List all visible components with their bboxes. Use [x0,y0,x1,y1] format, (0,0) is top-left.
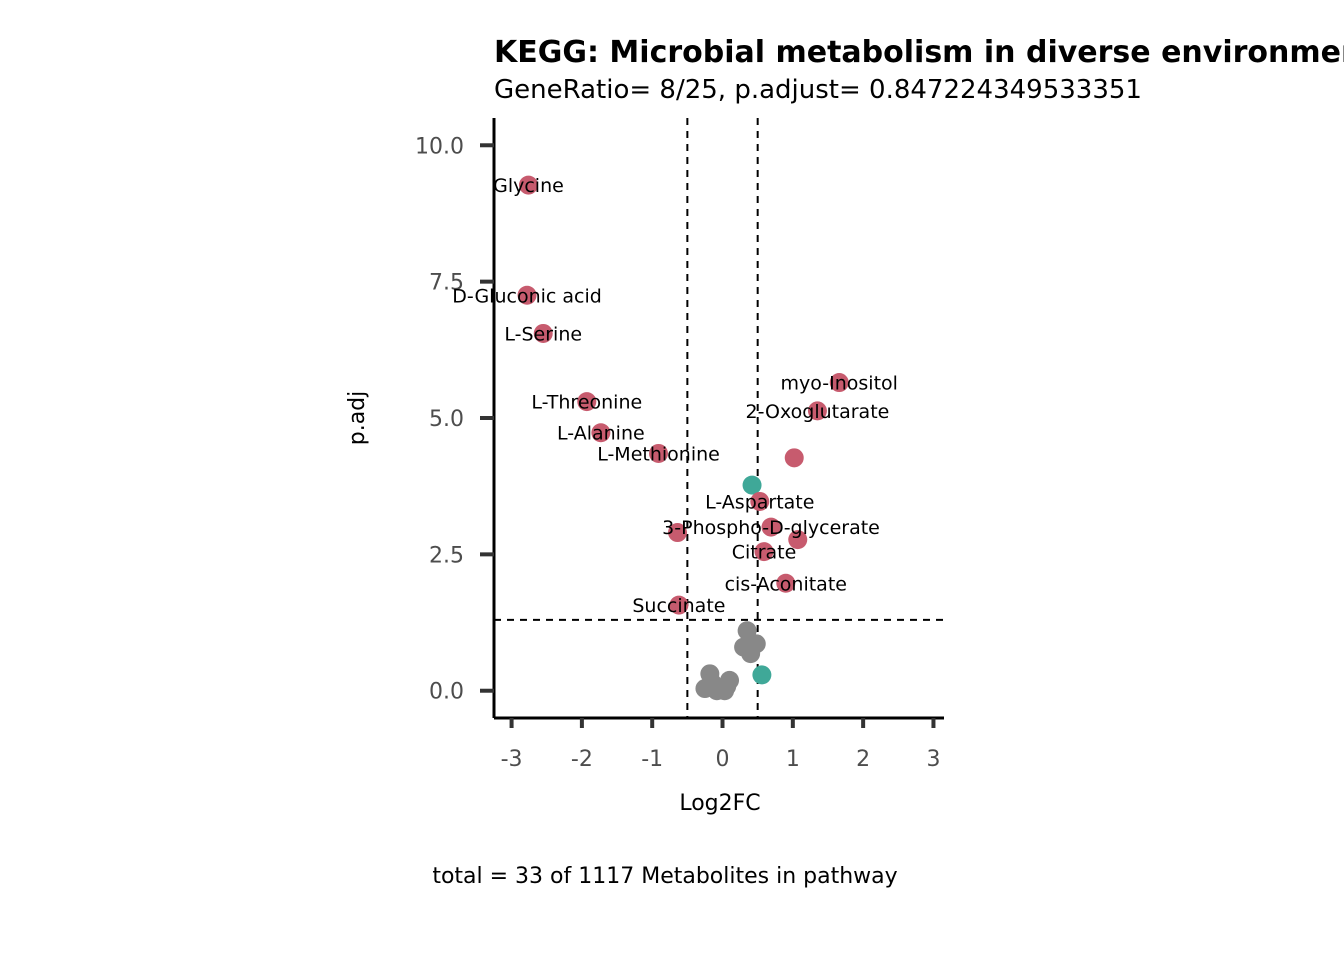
point-label: L-Methionine [597,443,720,465]
data-point [518,175,538,195]
caption: total = 33 of 1117 Metabolites in pathwa… [432,864,897,889]
point-labels: Glycine D-Gluconic acid L-Serine L-Threonin… [452,175,898,617]
point-label: 3-Phospho-D-glycerate [662,517,880,539]
point-label: L-Aspartate [705,491,814,513]
point-label: Citrate [732,542,797,564]
data-point [788,530,808,550]
chart-title: KEGG: Microbial metabolism in diverse en… [494,35,1344,70]
data-point [717,676,737,696]
data-point [668,523,688,543]
data-point [669,595,689,615]
data-points [517,175,849,701]
point-label: L-Serine [504,323,582,345]
data-point [533,323,553,343]
axes: -3 -2 -1 0 1 2 3 0.0 2.5 5.0 7.5 10.0 [415,118,944,772]
point-label: myo-Inositol [781,373,898,395]
point-label: L-Threonine [531,392,642,414]
data-point [807,401,827,421]
data-point [517,285,537,305]
data-point [784,448,804,468]
data-point [741,644,761,664]
x-tick-label: -3 [501,747,523,772]
data-point [591,423,611,443]
y-tick-label: 10.0 [415,134,464,159]
x-tick-label: 0 [716,747,730,772]
x-tick-label: 3 [926,747,940,772]
y-tick-label: 5.0 [429,407,464,432]
threshold-lines [494,118,944,718]
x-tick-label: 1 [786,747,800,772]
point-label: Succinate [632,595,725,617]
y-tick-label: 7.5 [429,271,464,296]
x-tick-label: 2 [856,747,870,772]
data-point [752,665,772,685]
data-point [649,443,669,463]
data-point [702,673,722,693]
data-point [577,392,597,412]
y-tick-label: 2.5 [429,543,464,568]
data-point [750,491,770,511]
point-label: D-Gluconic acid [452,285,602,307]
x-axis-title: Log2FC [679,791,760,816]
point-label: Glycine [493,175,564,197]
data-point [754,542,774,562]
x-tick-label: -2 [571,747,593,772]
data-point [761,517,781,537]
point-label: cis-Aconitate [725,573,847,595]
y-tick-label: 0.0 [429,680,464,705]
point-label: 2-Oxoglutarate [746,401,890,423]
y-axis-title: p.adj [345,391,370,446]
data-point [742,475,762,495]
data-point [776,573,796,593]
chart-subtitle: GeneRatio= 8/25, p.adjust= 0.84722434953… [494,75,1142,105]
data-point [829,373,849,393]
x-tick-label: -1 [641,747,663,772]
point-label: L-Alanine [557,423,645,445]
